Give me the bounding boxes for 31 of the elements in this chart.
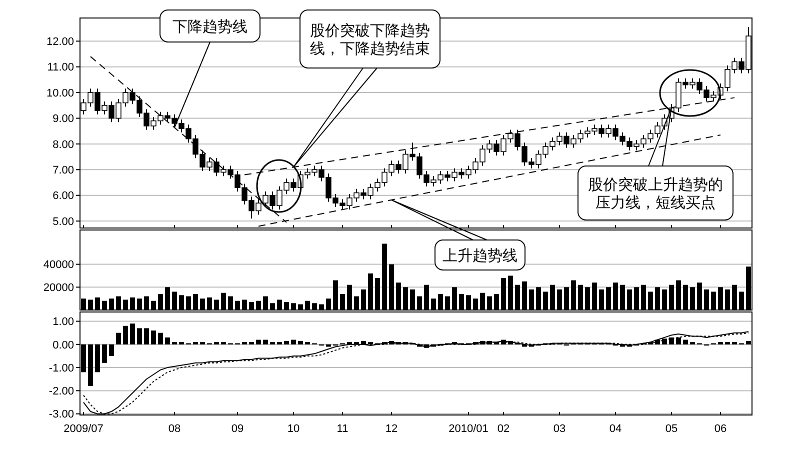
x-tick-label: 06	[714, 423, 727, 435]
y-tick-label: 11.00	[47, 62, 74, 74]
y-tick-label: 10.00	[46, 87, 74, 100]
annotation: 股价突破上升趋势的压力线，短线买点	[588, 175, 723, 212]
x-tick-label: 05	[665, 423, 678, 435]
y-tick-label: 8.00	[52, 138, 74, 151]
y-tick-label: 20000	[43, 282, 74, 294]
x-tick-label: 11	[336, 423, 348, 435]
y-tick-label: -2.00	[48, 386, 74, 398]
y-tick-label: 0.00	[52, 339, 74, 352]
x-tick-label: 03	[553, 423, 566, 435]
y-tick-label: 12.00	[46, 36, 74, 48]
x-tick-label: 10	[287, 423, 300, 435]
x-tick-label: 09	[231, 423, 244, 435]
y-tick-label: 5.00	[52, 216, 74, 228]
y-tick-label: 9.00	[52, 113, 74, 126]
x-tick-label: 02	[497, 423, 510, 435]
y-tick-label: 1.00	[52, 316, 74, 328]
x-tick-label: 04	[609, 423, 622, 435]
y-tick-label: -1.00	[48, 362, 74, 374]
y-tick-label: -3.00	[48, 408, 74, 421]
x-tick-label: 2010/01	[448, 423, 488, 435]
y-tick-label: 40000	[43, 259, 74, 272]
x-tick-label: 12	[385, 423, 398, 435]
annotation: 股价突破下降趋势线，下降趋势结束	[310, 21, 430, 58]
y-tick-label: 6.00	[52, 190, 74, 202]
y-tick-label: 7.00	[52, 164, 74, 176]
annotation: 上升趋势线	[442, 246, 518, 264]
x-tick-label: 2009/07	[64, 423, 104, 435]
annotation: 下降趋势线	[172, 17, 248, 36]
x-tick-label: 08	[168, 423, 181, 435]
